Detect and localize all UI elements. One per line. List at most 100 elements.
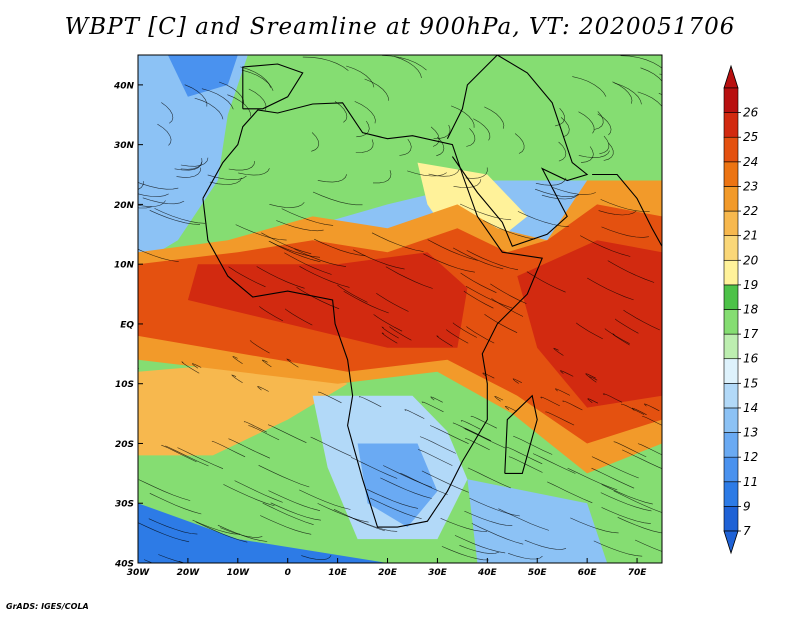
streamline bbox=[612, 333, 630, 346]
lon-label-0: 0 bbox=[285, 568, 291, 578]
colorbar-swatch bbox=[723, 136, 739, 163]
streamline bbox=[276, 220, 324, 232]
streamline bbox=[161, 102, 174, 124]
streamline bbox=[343, 290, 389, 314]
streamline bbox=[267, 424, 307, 443]
streamline bbox=[180, 158, 203, 170]
streamline bbox=[466, 250, 519, 271]
streamline bbox=[381, 326, 399, 339]
streamline bbox=[430, 396, 443, 403]
streamline bbox=[138, 367, 139, 369]
streamline bbox=[181, 361, 200, 374]
colorbar-swatch bbox=[723, 210, 739, 236]
streamline bbox=[366, 489, 419, 509]
streamline bbox=[613, 441, 647, 458]
lat-label-eq: EQ bbox=[120, 320, 134, 330]
colorbar-swatch bbox=[723, 432, 739, 458]
lat-label-40n: 40N bbox=[113, 81, 135, 91]
streamline bbox=[421, 401, 444, 413]
streamline bbox=[314, 238, 366, 256]
streamline bbox=[576, 322, 603, 340]
streamline bbox=[337, 284, 368, 303]
streamline bbox=[165, 445, 209, 467]
streamline bbox=[138, 248, 179, 262]
colorbar-label: 22 bbox=[743, 204, 758, 218]
colorbar-label: 19 bbox=[743, 278, 758, 292]
streamline bbox=[358, 396, 382, 408]
streamline bbox=[380, 477, 432, 499]
streamline bbox=[637, 443, 662, 456]
lon-label-50e: 50E bbox=[528, 568, 548, 578]
streamline bbox=[138, 193, 169, 197]
lon-label-30w: 30W bbox=[127, 568, 151, 578]
colorbar-label: 24 bbox=[743, 155, 758, 169]
streamline bbox=[535, 177, 567, 186]
streamline bbox=[227, 94, 251, 117]
streamline bbox=[149, 210, 201, 225]
streamline bbox=[209, 177, 243, 185]
streamline bbox=[423, 253, 475, 273]
streamline bbox=[311, 132, 320, 152]
colorbar-bottom-arrow bbox=[723, 530, 739, 555]
streamline bbox=[450, 105, 475, 128]
colorbar-label: 7 bbox=[743, 524, 751, 538]
streamline bbox=[207, 174, 247, 181]
streamline bbox=[334, 101, 348, 123]
streamline bbox=[243, 421, 267, 433]
streamline bbox=[607, 260, 655, 283]
grads-credit: GrADS: IGES/COLA bbox=[6, 602, 89, 611]
streamline bbox=[600, 492, 652, 512]
wbpt-region bbox=[138, 55, 248, 265]
streamline bbox=[355, 139, 374, 153]
streamline bbox=[404, 409, 425, 419]
wbpt-region bbox=[138, 503, 388, 563]
axis-ticks bbox=[137, 84, 638, 564]
streamline bbox=[407, 170, 447, 177]
colorbar-swatch bbox=[723, 481, 739, 507]
streamline bbox=[452, 247, 504, 270]
streamline bbox=[601, 226, 649, 238]
coastline bbox=[504, 394, 538, 474]
colorbar-label: 25 bbox=[743, 130, 758, 144]
streamline bbox=[176, 167, 201, 178]
streamline bbox=[385, 266, 433, 289]
streamline bbox=[464, 510, 513, 526]
colorbar: 7 9 11 12 13 14 15 16 17 18 19 20 21 22 23 24 25 26 bbox=[723, 64, 759, 555]
streamline bbox=[194, 97, 224, 120]
streamline bbox=[192, 519, 241, 535]
streamline bbox=[310, 436, 352, 457]
streamline bbox=[286, 358, 299, 368]
streamline bbox=[591, 467, 635, 489]
streamline bbox=[622, 449, 662, 469]
streamline bbox=[465, 167, 488, 179]
colorbar-swatch bbox=[723, 87, 739, 113]
coastline bbox=[446, 55, 589, 247]
streamline bbox=[464, 428, 506, 449]
streamline bbox=[256, 266, 305, 289]
streamline bbox=[623, 309, 660, 331]
streamline bbox=[235, 224, 287, 241]
streamline bbox=[508, 456, 543, 473]
streamline bbox=[587, 277, 634, 301]
streamline bbox=[354, 101, 376, 124]
streamline bbox=[466, 326, 495, 344]
streamline bbox=[588, 376, 598, 383]
streamline bbox=[580, 146, 594, 163]
streamline bbox=[470, 415, 497, 429]
streamline bbox=[301, 554, 332, 561]
colorbar-swatch bbox=[723, 506, 739, 532]
streamline bbox=[268, 490, 321, 511]
coastline bbox=[202, 102, 543, 528]
lon-label-60e: 60E bbox=[578, 568, 598, 578]
streamline bbox=[149, 493, 202, 515]
streamline bbox=[138, 206, 152, 209]
coastline bbox=[242, 63, 304, 110]
wbpt-field bbox=[138, 55, 662, 563]
streamline bbox=[446, 329, 469, 344]
colorbar-swatch bbox=[723, 112, 739, 138]
streamline bbox=[184, 84, 208, 107]
streamline bbox=[441, 546, 489, 561]
streamline bbox=[460, 420, 481, 430]
streamline bbox=[640, 67, 662, 82]
streamline bbox=[284, 252, 332, 275]
